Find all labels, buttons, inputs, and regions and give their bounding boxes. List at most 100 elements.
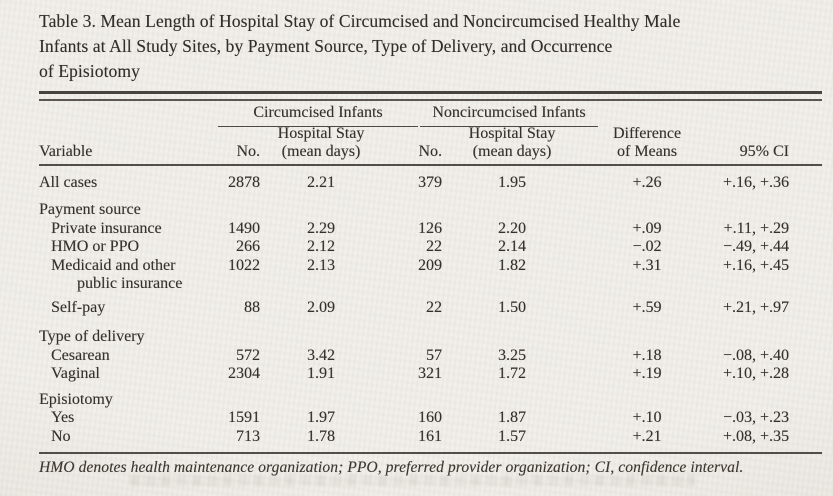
cell-difference: −.02: [632, 238, 662, 256]
table-top-rule-thin: [39, 99, 822, 101]
cell-difference: +.31: [632, 256, 662, 274]
cell-variable: Cesarean: [51, 346, 110, 364]
table-footnote: HMO denotes health maintenance organizat…: [39, 458, 744, 476]
cell-stay-noncircumcised: 2.14: [498, 238, 526, 256]
cell-variable: Private insurance: [51, 219, 162, 237]
cell-variable: Medicaid and other public insurance: [39, 257, 214, 294]
cell-stay-noncircumcised: 2.20: [498, 219, 526, 237]
cell-ci: +.21, +.97: [722, 298, 789, 316]
cell-no-noncircumcised: 379: [418, 173, 442, 191]
cell-difference: +.21: [632, 427, 662, 445]
cell-no-noncircumcised: 22: [426, 298, 442, 316]
cell-variable-line2: public insurance: [77, 275, 183, 293]
cell-variable: Self-pay: [51, 298, 106, 316]
cell-no-circumcised: 2878: [228, 173, 260, 191]
table-row-episiotomy-yes: Yes 1591 1.97 160 1.87 +.10 −.03, +.23: [39, 409, 822, 428]
cell-no-circumcised: 2304: [228, 365, 260, 383]
cell-no-noncircumcised: 160: [418, 409, 442, 427]
cell-no-circumcised: 713: [236, 427, 260, 445]
cell-stay-circumcised: 1.91: [307, 365, 335, 383]
table-row-cesarean: Cesarean 572 3.42 57 3.25 +.18 −.08, +.4…: [39, 347, 822, 366]
cell-stay-noncircumcised: 1.87: [498, 409, 526, 427]
cell-stay-noncircumcised: 1.95: [498, 173, 526, 191]
cell-difference: +.09: [632, 219, 662, 237]
header-difference-line1: Difference: [612, 125, 682, 142]
cell-stay-circumcised: 2.29: [307, 219, 335, 237]
table-title: Table 3. Mean Length of Hospital Stay of…: [39, 9, 822, 84]
cell-ci: +.16, +.45: [722, 256, 789, 274]
page-bleed-through-artifact: [130, 475, 695, 486]
cell-variable-line1: Medicaid and other: [51, 256, 176, 274]
table-section-payment-source: Payment source: [39, 201, 141, 219]
cell-difference: +.18: [632, 346, 662, 364]
table-body: All cases 2878 2.21 379 1.95 +.26 +.16, …: [39, 174, 822, 447]
cell-variable: No: [51, 427, 71, 445]
table-row-all-cases: All cases 2878 2.21 379 1.95 +.26 +.16, …: [39, 174, 822, 193]
cell-no-noncircumcised: 161: [418, 427, 442, 445]
header-hospital-stay-noncircumcised: Hospital Stay (mean days): [444, 125, 580, 161]
header-hospital-stay-circumcised: Hospital Stay (mean days): [264, 125, 378, 161]
cell-difference: +.10: [632, 409, 662, 427]
cell-variable: All cases: [39, 173, 98, 191]
cell-stay-noncircumcised: 1.72: [498, 365, 526, 383]
cell-no-noncircumcised: 209: [418, 256, 442, 274]
cell-ci: +.08, +.35: [722, 427, 789, 445]
cell-variable: Vaginal: [51, 365, 100, 383]
cell-no-noncircumcised: 126: [418, 219, 442, 237]
cell-variable: Yes: [51, 409, 75, 427]
cell-no-noncircumcised: 22: [426, 238, 442, 256]
table-title-line1: Table 3. Mean Length of Hospital Stay of…: [39, 11, 681, 31]
cell-stay-noncircumcised: 1.82: [498, 256, 526, 274]
cell-variable: HMO or PPO: [51, 238, 140, 256]
column-group-circumcised-infants: Circumcised Infants: [218, 104, 418, 127]
cell-difference: +.59: [632, 298, 662, 316]
cell-difference: +.19: [632, 365, 662, 383]
header-hospital-stay-line1: Hospital Stay: [468, 125, 556, 142]
header-no-noncircumcised: No.: [418, 143, 442, 160]
cell-stay-circumcised: 2.21: [307, 173, 335, 191]
cell-no-circumcised: 88: [244, 298, 260, 316]
header-bottom-rule: [39, 164, 822, 166]
cell-no-circumcised: 572: [236, 346, 260, 364]
cell-no-circumcised: 1490: [228, 219, 260, 237]
header-hospital-stay-line2: (mean days): [281, 143, 361, 160]
table-title-line2: Infants at All Study Sites, by Payment S…: [39, 36, 613, 56]
header-95-ci: 95% CI: [739, 143, 789, 160]
table-row-episiotomy-no: No 713 1.78 161 1.57 +.21 +.08, +.35: [39, 428, 822, 447]
cell-ci: −.03, +.23: [722, 409, 789, 427]
header-no-circumcised: No.: [236, 143, 260, 160]
table-header: Circumcised Infants Noncircumcised Infan…: [39, 101, 822, 164]
cell-stay-noncircumcised: 1.57: [498, 427, 526, 445]
header-difference-of-means: Difference of Means: [580, 125, 714, 161]
table-row-medicaid-public-insurance: Medicaid and other public insurance 1022…: [39, 257, 822, 294]
cell-no-noncircumcised: 57: [426, 346, 442, 364]
header-variable: Variable: [39, 143, 93, 160]
cell-ci: −.08, +.40: [722, 346, 789, 364]
cell-stay-circumcised: 3.42: [307, 346, 335, 364]
header-difference-line2: of Means: [617, 143, 677, 160]
column-group-noncircumcised-infants: Noncircumcised Infants: [420, 104, 598, 127]
table-row-hmo-or-ppo: HMO or PPO 266 2.12 22 2.14 −.02 −.49, +…: [39, 238, 822, 257]
cell-stay-circumcised: 2.13: [307, 256, 335, 274]
table-section-type-of-delivery: Type of delivery: [39, 328, 145, 346]
cell-no-circumcised: 1591: [228, 409, 260, 427]
header-hospital-stay-line1: Hospital Stay: [277, 125, 365, 142]
cell-no-circumcised: 1022: [228, 256, 260, 274]
table-bottom-rule: [39, 452, 822, 454]
cell-stay-noncircumcised: 3.25: [498, 346, 526, 364]
cell-no-circumcised: 266: [236, 238, 260, 256]
header-hospital-stay-line2: (mean days): [472, 143, 552, 160]
cell-stay-noncircumcised: 1.50: [498, 298, 526, 316]
table-section-episiotomy: Episiotomy: [39, 390, 113, 408]
table-top-rule-thick: [39, 91, 822, 94]
cell-ci: +.10, +.28: [722, 365, 789, 383]
cell-stay-circumcised: 1.78: [307, 427, 335, 445]
cell-no-noncircumcised: 321: [418, 365, 442, 383]
cell-stay-circumcised: 1.97: [307, 409, 335, 427]
cell-difference: +.26: [632, 173, 662, 191]
column-header-row: Variable No. Hospital Stay (mean days) N…: [39, 125, 822, 161]
table-row-self-pay: Self-pay 88 2.09 22 1.50 +.59 +.21, +.97: [39, 299, 822, 318]
cell-ci: −.49, +.44: [722, 238, 789, 256]
table-row-private-insurance: Private insurance 1490 2.29 126 2.20 +.0…: [39, 220, 822, 239]
